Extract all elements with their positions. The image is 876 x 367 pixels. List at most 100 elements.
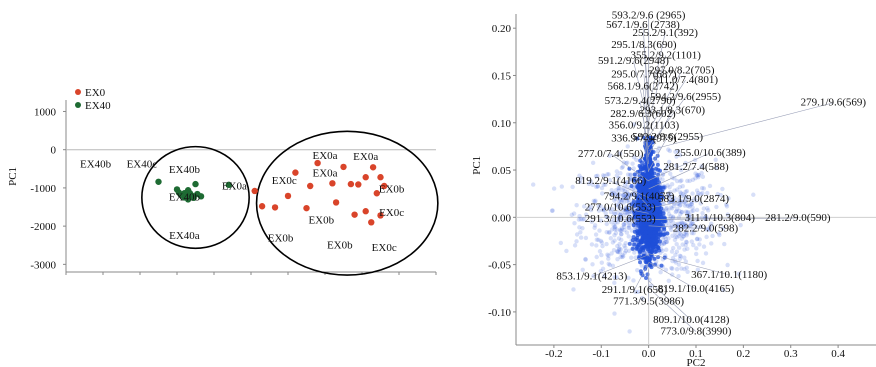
loading-point [626,248,632,254]
loading-point [690,191,695,196]
loading-point [617,246,622,251]
loading-point [685,210,690,216]
loading-point [626,234,631,239]
loading-point [632,172,637,177]
annotation-label: 819.1/10.0(4165) [658,283,735,295]
loading-point [593,173,599,179]
data-point [292,169,299,176]
loading-point [625,144,630,149]
group-label: EX0a [312,167,337,179]
loading-point [608,209,614,215]
loading-point [671,203,677,209]
loading-point [641,135,646,140]
loading-point [663,168,668,173]
loading-point [611,223,616,228]
loading-point [590,160,596,166]
loading-point [677,152,683,158]
loading-point [613,220,618,225]
loading-point [666,208,671,213]
loading-point [679,220,684,225]
loading-point [722,241,727,247]
loading-point [616,185,621,191]
loading-point [668,199,674,205]
loading-point [661,211,666,216]
loading-point [624,198,630,204]
loading-point [673,234,678,239]
loading-point [658,269,663,275]
data-point [184,196,192,203]
loading-point [617,206,623,211]
loading-point [647,182,652,187]
annotation-label: 819.2/9.1(4166) [575,175,646,187]
loading-point [664,207,669,212]
loading-point [700,190,705,196]
loading-point [606,253,611,258]
loading-point [659,263,664,268]
loading-point [668,205,674,210]
loading-point [677,203,682,208]
loading-point [685,203,690,209]
loading-point [644,258,649,263]
loading-point [726,196,731,201]
loading-point [612,225,617,230]
loading-point [647,263,652,268]
loading-point [677,208,682,213]
data-point [355,181,362,188]
loading-point [685,209,690,215]
loading-point [619,210,624,216]
loading-point [655,245,660,250]
loading-point [658,233,663,238]
annotation-label: 281.2/9.0(590) [765,212,831,224]
group-label: EX40b [169,164,201,176]
loading-point [694,188,700,193]
loading-point [609,227,615,232]
loading-point [678,254,683,259]
loading-point [589,219,594,224]
loading-point [610,192,616,197]
loading-point [635,238,640,243]
loading-point [648,227,653,232]
loading-point [607,206,612,212]
loading-point [619,227,624,233]
loading-point [676,215,682,220]
loading-point [593,232,599,237]
loading-point [635,229,640,234]
loading-point [627,210,632,215]
loading-point [675,206,680,211]
loading-point [631,235,636,240]
loading-point [685,246,690,252]
loading-point [616,204,621,209]
loading-point [690,177,696,183]
loading-point [670,266,675,271]
loading-point [594,184,599,190]
loading-point [620,188,626,193]
loading-point [591,198,597,204]
loading-point [629,202,634,207]
loading-point [667,200,672,205]
loading-point [694,236,700,242]
loading-point [647,255,652,260]
loading-point [715,191,720,197]
loading-point [682,195,687,200]
loading-point [631,122,637,127]
loading-point [586,181,592,187]
annotation-label: 291.3/10.6(553) [585,213,656,225]
loading-point [598,238,604,244]
group-label: EX40a [169,230,200,242]
loading-point [645,196,650,201]
loading-point [620,252,625,258]
loading-point [684,240,689,245]
loading-point [636,177,641,182]
annotation-label: 282.2/9.0(598) [673,223,739,235]
loading-point [694,172,700,178]
loading-point [660,189,665,194]
annotation-label: 794.2/9.1(4077) [604,190,675,202]
loading-point [647,213,652,218]
loading-point [714,204,719,210]
loading-point [635,136,640,141]
loading-point [679,266,684,271]
data-point [197,193,205,200]
loading-point [599,240,605,245]
loading-point [631,223,636,228]
loading-point [629,184,634,189]
